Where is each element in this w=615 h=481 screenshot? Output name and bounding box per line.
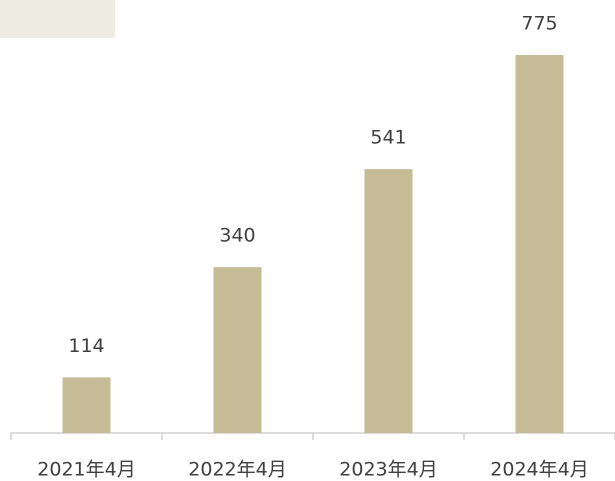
x-tick-label: 2024年4月 — [490, 459, 588, 481]
bar — [364, 169, 413, 434]
data-label: 114 — [68, 335, 104, 357]
x-tick-label: 2023年4月 — [339, 459, 437, 481]
data-label: 775 — [521, 13, 557, 35]
x-tick-label: 2022年4月 — [188, 459, 286, 481]
x-tick-label: 2021年4月 — [37, 459, 135, 481]
bar — [515, 55, 564, 433]
data-label: 340 — [219, 225, 255, 247]
bar — [62, 377, 111, 433]
header-box — [0, 0, 115, 38]
data-label: 541 — [370, 127, 406, 149]
bar — [213, 267, 262, 433]
